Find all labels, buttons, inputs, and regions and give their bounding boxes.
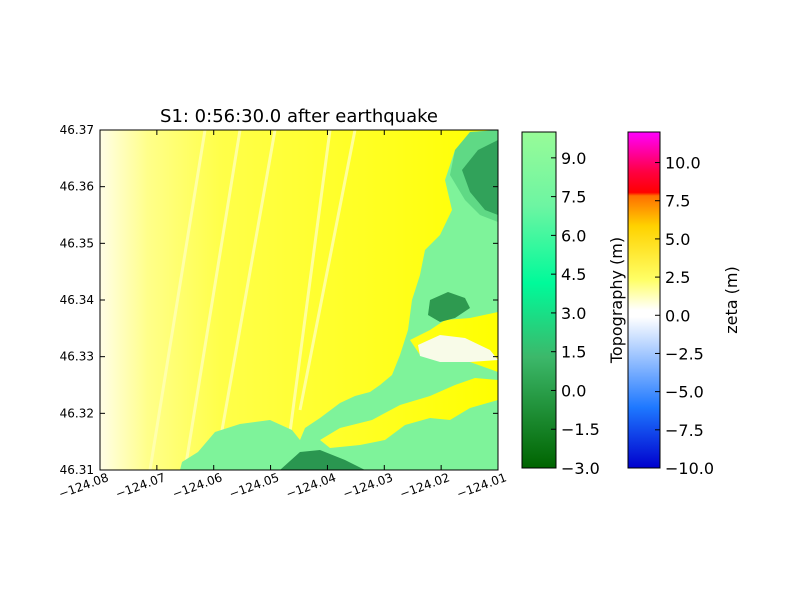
channel-white [418, 335, 498, 362]
colorbar-tick-label: 6.0 [561, 226, 586, 245]
colorbar-tick-label: 0.0 [665, 306, 690, 325]
colorbar-tick-label: 2.5 [665, 268, 690, 287]
colorbar-tick-label: −3.0 [561, 459, 600, 478]
land-mid-northeast [450, 130, 498, 222]
y-tick-label: 46.33 [60, 350, 94, 364]
wave-streaks [148, 130, 357, 470]
y-tick-label: 46.31 [60, 463, 94, 477]
colorbar-tick-label: 4.5 [561, 265, 586, 284]
map-plot [100, 130, 498, 470]
topography-colorbar-gradient [521, 131, 557, 469]
colorbar-tick-label: −2.5 [665, 344, 704, 363]
land-east [180, 130, 498, 470]
colorbar-tick-label: −7.5 [665, 421, 704, 440]
colorbar-tick-label: 3.0 [561, 304, 586, 323]
zeta-colorbar-gradient [627, 131, 661, 469]
colorbar-tick-label: 0.0 [561, 381, 586, 400]
y-axis: 46.37 46.36 46.35 46.34 46.33 46.32 46.31 [60, 123, 498, 477]
land-dark-south [280, 450, 365, 470]
x-tick-label: −124.04 [284, 470, 338, 501]
y-tick-label: 46.34 [60, 293, 94, 307]
y-tick-label: 46.37 [60, 123, 94, 137]
colorbar-tick-label: 9.0 [561, 149, 586, 168]
chart-title: S1: 0:56:30.0 after earthquake [160, 106, 438, 127]
topography-colorbar-ticks: 9.0 7.5 6.0 4.5 3.0 1.5 0.0 −1.5 −3.0 [551, 149, 600, 478]
x-tick-label: −124.07 [114, 470, 168, 501]
colorbar-tick-label: 7.5 [561, 188, 586, 207]
colorbar-tick-label: 1.5 [561, 343, 586, 362]
colorbar-tick-label: 7.5 [665, 192, 690, 211]
colorbar-tick-label: −5.0 [665, 383, 704, 402]
topography-colorbar: 9.0 7.5 6.0 4.5 3.0 1.5 0.0 −1.5 −3.0 Topography… [521, 131, 626, 478]
colorbar-tick-label: −1.5 [561, 420, 600, 439]
y-tick-label: 46.36 [60, 180, 94, 194]
topography-colorbar-label: Topography (m) [607, 237, 626, 364]
land-dark-inlet [428, 292, 470, 322]
y-tick-label: 46.32 [60, 406, 94, 420]
x-tick-label: −124.02 [398, 470, 452, 501]
y-tick-label: 46.35 [60, 236, 94, 250]
x-tick-label: −124.06 [170, 470, 224, 501]
x-tick-label: −124.05 [227, 470, 281, 501]
zeta-colorbar: 10.0 7.5 5.0 2.5 0.0 −2.5 −5.0 −7.5 −10.0 zeta (… [627, 131, 741, 478]
colorbar-tick-label: 5.0 [665, 230, 690, 249]
colorbar-tick-label: −10.0 [665, 459, 714, 478]
x-tick-label: −124.03 [341, 470, 395, 501]
colorbar-tick-label: 10.0 [665, 154, 701, 173]
x-tick-label: −124.01 [455, 470, 509, 501]
zeta-colorbar-label: zeta (m) [722, 266, 741, 333]
zeta-colorbar-ticks: 10.0 7.5 5.0 2.5 0.0 −2.5 −5.0 −7.5 −10.0 [655, 154, 714, 478]
